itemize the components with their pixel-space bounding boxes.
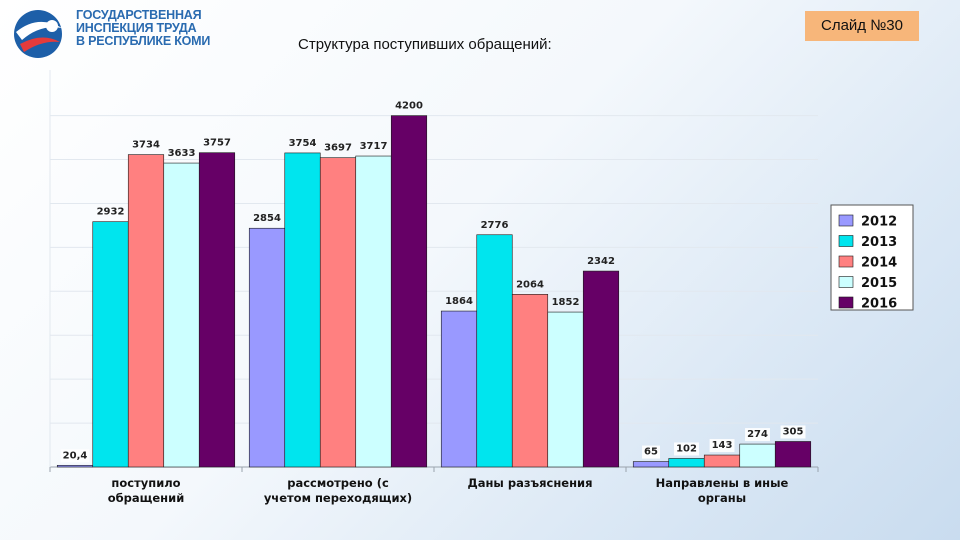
category-label: Даны разъяснения — [467, 476, 592, 490]
legend-swatch-2014 — [838, 255, 854, 268]
bar-value-label-bg — [60, 449, 90, 463]
bar-2014-3 — [703, 454, 741, 468]
bar-value-label: 1852 — [552, 297, 580, 308]
bar-value-label: 143 — [712, 440, 733, 451]
category-label: поступило — [111, 476, 180, 490]
bar-value-label: 305 — [783, 426, 804, 437]
bar-2014-2 — [511, 294, 549, 468]
category-label: рассмотрено (с — [287, 476, 389, 490]
org-line-2: ИНСПЕКЦИЯ ТРУДА — [76, 21, 197, 35]
organization-name: ГОСУДАРСТВЕННАЯ ИНСПЕКЦИЯ ТРУДА В РЕСПУБ… — [76, 9, 216, 48]
bar-2014-1 — [319, 157, 357, 468]
bar-value-label: 2064 — [516, 279, 544, 290]
legend-swatch-2016 — [838, 296, 854, 309]
bar-value-label: 20,4 — [63, 450, 88, 461]
bar-value-label: 102 — [676, 443, 697, 454]
bar-2016-2 — [582, 270, 620, 468]
bar-2016-0 — [198, 152, 236, 468]
bar-value-label: 65 — [644, 447, 658, 458]
category-label: органы — [698, 491, 746, 505]
bar-value-label: 4200 — [395, 101, 423, 112]
bar-value-label: 3697 — [324, 143, 352, 154]
slide-number-badge: Слайд №30 — [805, 11, 919, 41]
legend-swatch-2012 — [838, 214, 854, 227]
bar-2013-2 — [476, 234, 513, 468]
bar-2012-1 — [248, 227, 286, 468]
bar-2012-0 — [56, 464, 94, 468]
bar-2016-3 — [774, 441, 812, 468]
bar-2013-3 — [668, 458, 705, 468]
bar-2015-3 — [739, 443, 776, 468]
bar-value-label: 3754 — [289, 138, 317, 149]
bar-value-label: 2854 — [253, 213, 281, 224]
org-line-3: В РЕСПУБЛИКЕ КОМИ — [76, 34, 211, 48]
logo-emblem-icon — [14, 10, 62, 58]
bar-value-label: 2932 — [97, 207, 125, 218]
bar-2013-0 — [92, 221, 129, 468]
category-label: учетом переходящих) — [264, 491, 412, 505]
legend-label: 2014 — [861, 256, 897, 271]
bar-2015-0 — [163, 162, 200, 468]
bar-2014-0 — [127, 154, 165, 468]
bar-2016-1 — [390, 115, 428, 468]
bar-2012-3 — [632, 461, 670, 468]
bar-value-label-bg — [780, 425, 806, 439]
bar-value-label: 1864 — [445, 296, 473, 307]
bar-value-label-bg — [745, 428, 770, 442]
legend-label: 2012 — [861, 215, 897, 230]
bar-2012-2 — [440, 310, 478, 468]
bar-2015-1 — [355, 155, 392, 468]
legend-swatch-2013 — [838, 235, 854, 247]
bar-value-label-bg — [642, 445, 660, 459]
bar-value-label: 2776 — [481, 220, 509, 231]
bar-value-label-bg — [674, 442, 699, 456]
org-line-1: ГОСУДАРСТВЕННАЯ — [76, 8, 202, 22]
bar-value-label: 274 — [747, 429, 768, 440]
bar-value-label-bg — [709, 439, 735, 453]
bar-value-label: 3633 — [168, 148, 196, 159]
legend-swatch-2015 — [838, 276, 854, 288]
slide-title: Структура поступивших обращений: — [298, 36, 552, 53]
category-label: обращений — [108, 491, 185, 505]
legend-label: 2016 — [861, 297, 897, 312]
bar-value-label: 3717 — [360, 141, 388, 152]
bar-value-label: 3734 — [132, 140, 160, 151]
bar-value-label: 2342 — [587, 256, 615, 267]
bar-2015-2 — [547, 311, 584, 468]
bar-value-label: 3757 — [203, 138, 231, 149]
legend-label: 2015 — [861, 276, 897, 291]
category-label: Направлены в иные — [656, 476, 789, 490]
bar-2013-1 — [284, 152, 321, 468]
legend-label: 2013 — [861, 235, 897, 250]
